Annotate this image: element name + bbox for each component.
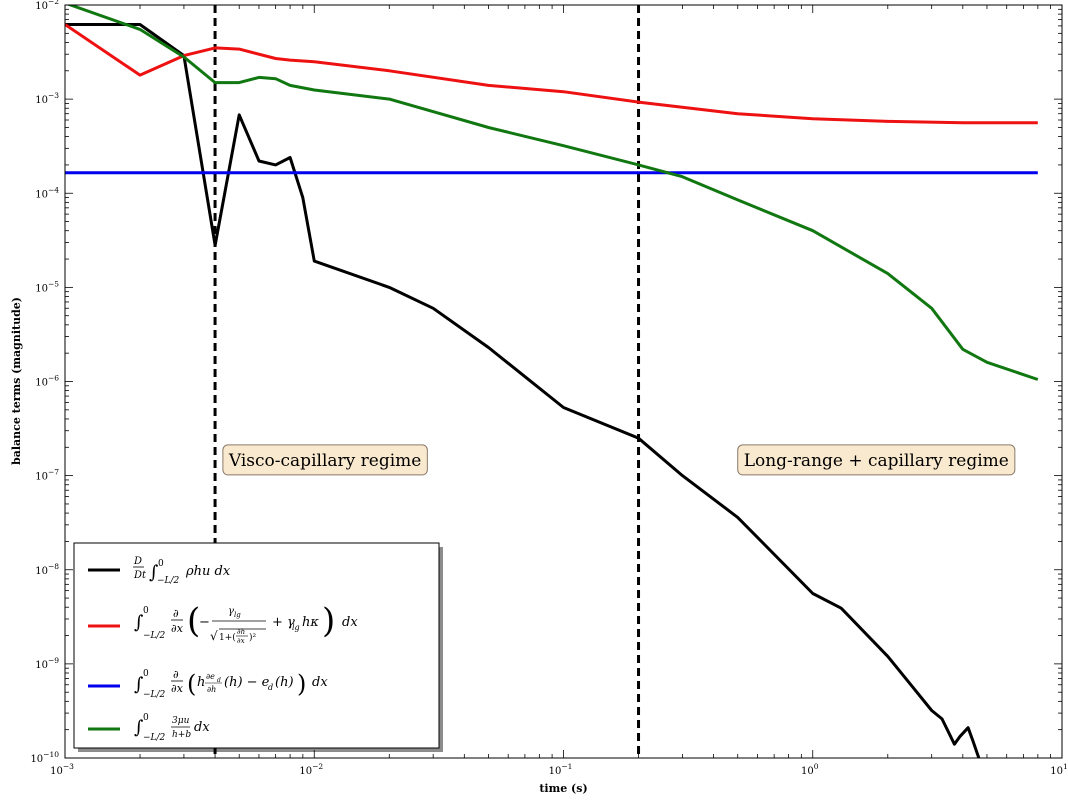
svg-text:∫: ∫ [134,612,144,633]
svg-text:0: 0 [143,606,149,616]
svg-text:∫: ∫ [149,562,159,583]
svg-text:): ) [322,601,335,641]
svg-text:−L/2: −L/2 [143,690,166,700]
series-line-4 [66,5,1039,381]
x-tick-label: 101 [1050,762,1068,777]
svg-text:∫: ∫ [134,717,144,738]
svg-text:−L/2: −L/2 [143,733,166,743]
annotation-2: Long-range + capillary regime [737,444,1016,476]
legend-label-long-range: ∫ 0 −L/2 ∂ ∂x ( h ∂e d ∂h (h) − e d (h) … [134,668,328,700]
svg-text:0: 0 [143,713,149,723]
svg-text:dx: dx [194,720,210,735]
x-axis-title: time (s) [539,782,587,795]
y-tick-label: 10−5 [35,279,59,294]
svg-text:hκ: hκ [302,615,319,630]
svg-text:∂e: ∂e [206,672,215,681]
svg-text:∂h: ∂h [237,628,245,636]
y-axis-title: balance terms (magnitude) [10,297,23,465]
svg-text:h+b: h+b [172,730,191,740]
svg-text:√: √ [210,629,218,643]
y-tick-label: 10−4 [35,185,59,200]
svg-text:γ: γ [228,606,234,617]
svg-text:−L/2: −L/2 [157,576,180,586]
svg-text:ρhu dx: ρhu dx [185,564,231,579]
x-tick-label: 10−3 [50,762,74,777]
svg-text:−L/2: −L/2 [143,631,166,641]
y-tick-label: 10−6 [35,374,59,389]
legend-box [73,542,440,749]
svg-text:(: ( [187,670,196,698]
svg-text:(h): (h) [275,675,294,690]
svg-text:h: h [197,675,205,690]
svg-text:0: 0 [143,669,149,679]
svg-text:∂: ∂ [173,668,179,681]
annotation-1: Visco-capillary regime [222,444,428,476]
x-tick-label: 100 [801,762,819,777]
axis-ticks [64,5,1062,759]
series-line-1 [65,23,981,758]
svg-text:): ) [297,670,306,698]
svg-text:Visco-capillary regime: Visco-capillary regime [228,451,421,471]
svg-text:dx: dx [342,615,358,630]
data-series [65,5,1039,758]
svg-text:∂x: ∂x [171,622,184,635]
svg-text:)²: )² [249,632,257,643]
x-tick-label: 10−1 [549,762,573,777]
svg-text:Long-range + capillary regime: Long-range + capillary regime [744,451,1009,471]
svg-text:lg: lg [234,611,241,619]
svg-text:+ γ: + γ [272,615,295,630]
svg-text:∂h: ∂h [207,685,216,694]
y-tick-label: 10−9 [35,656,59,671]
svg-text:lg: lg [292,623,300,632]
svg-text:1+(: 1+( [219,632,236,643]
svg-text:d: d [217,677,221,684]
plot-frame [64,4,1063,759]
series-line-2 [65,23,1038,125]
svg-text:D: D [133,556,142,567]
y-tick-label: 10−8 [35,562,59,577]
legend: D Dt ∫ 0 −L/2 ρhu dx ∫ 0 −L/2 ∂ ∂x ( − γ… [73,542,443,752]
svg-text:d: d [268,683,273,692]
svg-text:dx: dx [312,675,328,690]
svg-text:Dt: Dt [133,570,147,581]
y-tick-label: 10−10 [30,750,59,765]
svg-text:(h) − e: (h) − e [224,675,270,690]
svg-text:∂: ∂ [173,607,179,620]
svg-text:3μu: 3μu [172,716,190,726]
y-tick-label: 10−7 [35,468,59,483]
y-tick-label: 10−2 [35,0,59,12]
svg-text:∂x: ∂x [171,682,184,695]
annotations: Visco-capillary regime Long-range + capil… [222,444,1016,476]
legend-label-capillary: ∫ 0 −L/2 ∂ ∂x ( − γ lg √ 1+( ∂h ∂x )² + … [134,601,358,645]
svg-text:−: − [199,615,210,630]
legend-label-viscous: ∫ 0 −L/2 3μu h+b dx [134,713,210,743]
x-tick-label: 10−2 [299,762,323,777]
svg-text:0: 0 [158,559,164,569]
svg-text:∂x: ∂x [237,637,245,645]
legend-label-momentum: D Dt ∫ 0 −L/2 ρhu dx [133,556,231,586]
y-tick-label: 10−3 [35,91,59,106]
svg-text:(: ( [187,601,200,641]
svg-text:∫: ∫ [134,674,144,695]
